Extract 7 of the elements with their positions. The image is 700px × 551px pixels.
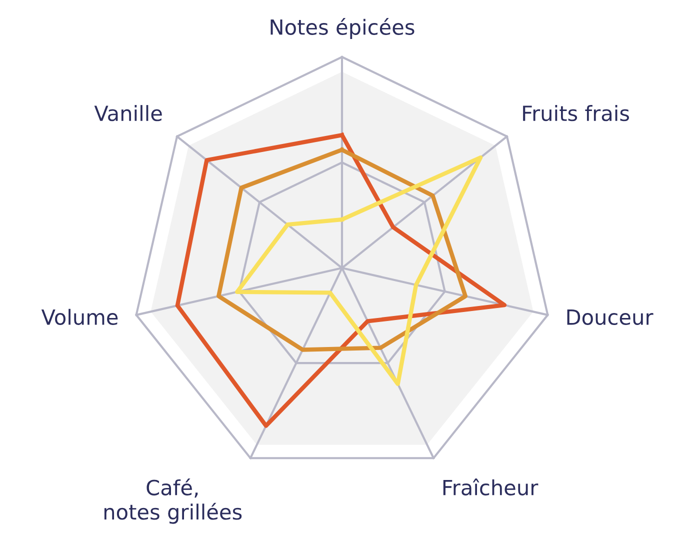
spoke-label: Volume [41, 308, 118, 325]
spoke-label: Douceur [567, 310, 654, 325]
spoke-label: Fraîcheur [443, 478, 538, 496]
spoke-label: Vanille [94, 105, 162, 122]
spoke-label: Café, notes grillées [104, 478, 242, 524]
spoke-label: Notes épicées [270, 18, 414, 39]
spoke-label: Fruits frais [523, 105, 630, 122]
